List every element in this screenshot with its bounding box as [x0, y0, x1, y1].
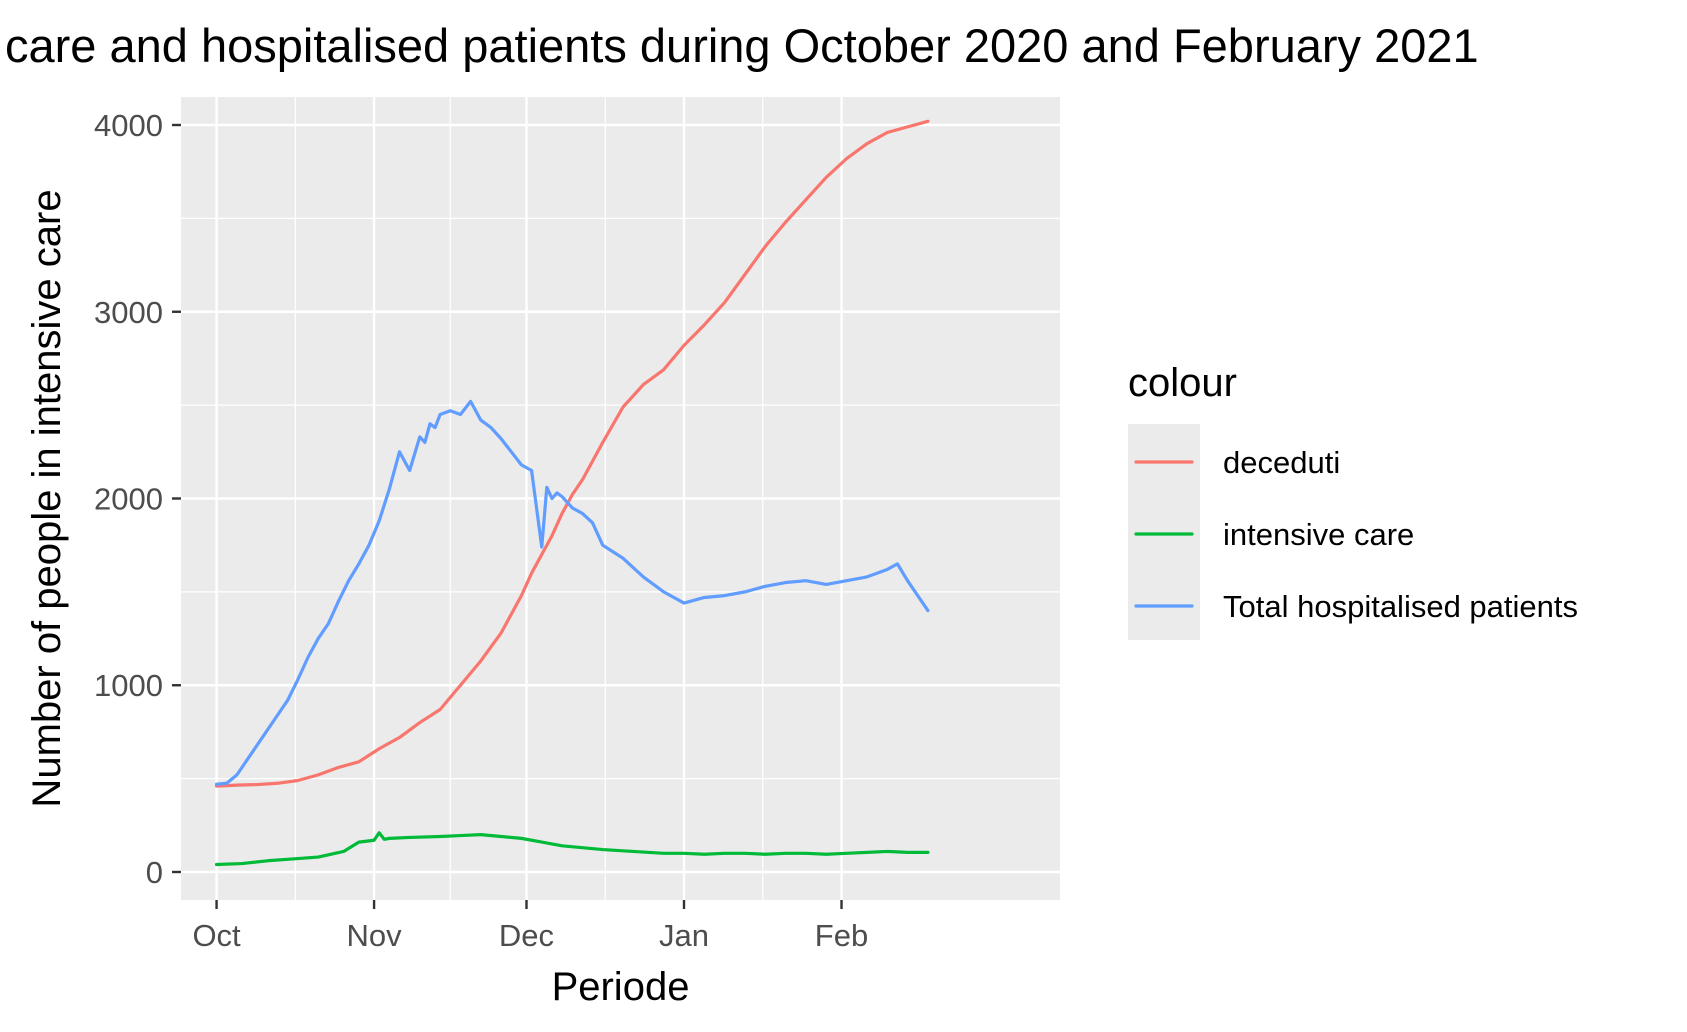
legend-key-background	[1128, 424, 1200, 640]
y-tick-label: 0	[146, 855, 163, 890]
axis-layer: 0 1000 2000 3000 4000 Oct Nov Dec Jan Feb	[94, 108, 868, 953]
chart-title: care and hospitalised patients during Oc…	[5, 19, 1479, 72]
y-tick-label: 1000	[94, 668, 163, 703]
legend-label-total-hospitalised-patients: Total hospitalised patients	[1223, 589, 1578, 624]
y-tick-label: 3000	[94, 295, 163, 330]
x-tick-label: Nov	[347, 918, 403, 953]
x-tick-label: Jan	[659, 918, 709, 953]
series-line-total-hospitalised-patients	[214, 399, 930, 786]
y-axis-title: Number of people in intensive care	[25, 189, 69, 807]
legend-label-deceduti: deceduti	[1223, 445, 1340, 480]
y-tick-label: 4000	[94, 108, 163, 143]
grid-layer	[181, 97, 1060, 900]
y-tick-label: 2000	[94, 482, 163, 517]
legend: colour deceduti intensive care Total hos…	[1128, 361, 1578, 640]
x-axis-title: Periode	[552, 965, 690, 1009]
series-layer	[214, 119, 930, 867]
x-tick-label: Oct	[192, 918, 241, 953]
x-tick-label: Feb	[815, 918, 868, 953]
legend-label-intensive-care: intensive care	[1223, 517, 1414, 552]
series-line-intensive-care	[214, 831, 930, 867]
x-tick-label: Dec	[499, 918, 554, 953]
legend-title: colour	[1128, 361, 1237, 405]
